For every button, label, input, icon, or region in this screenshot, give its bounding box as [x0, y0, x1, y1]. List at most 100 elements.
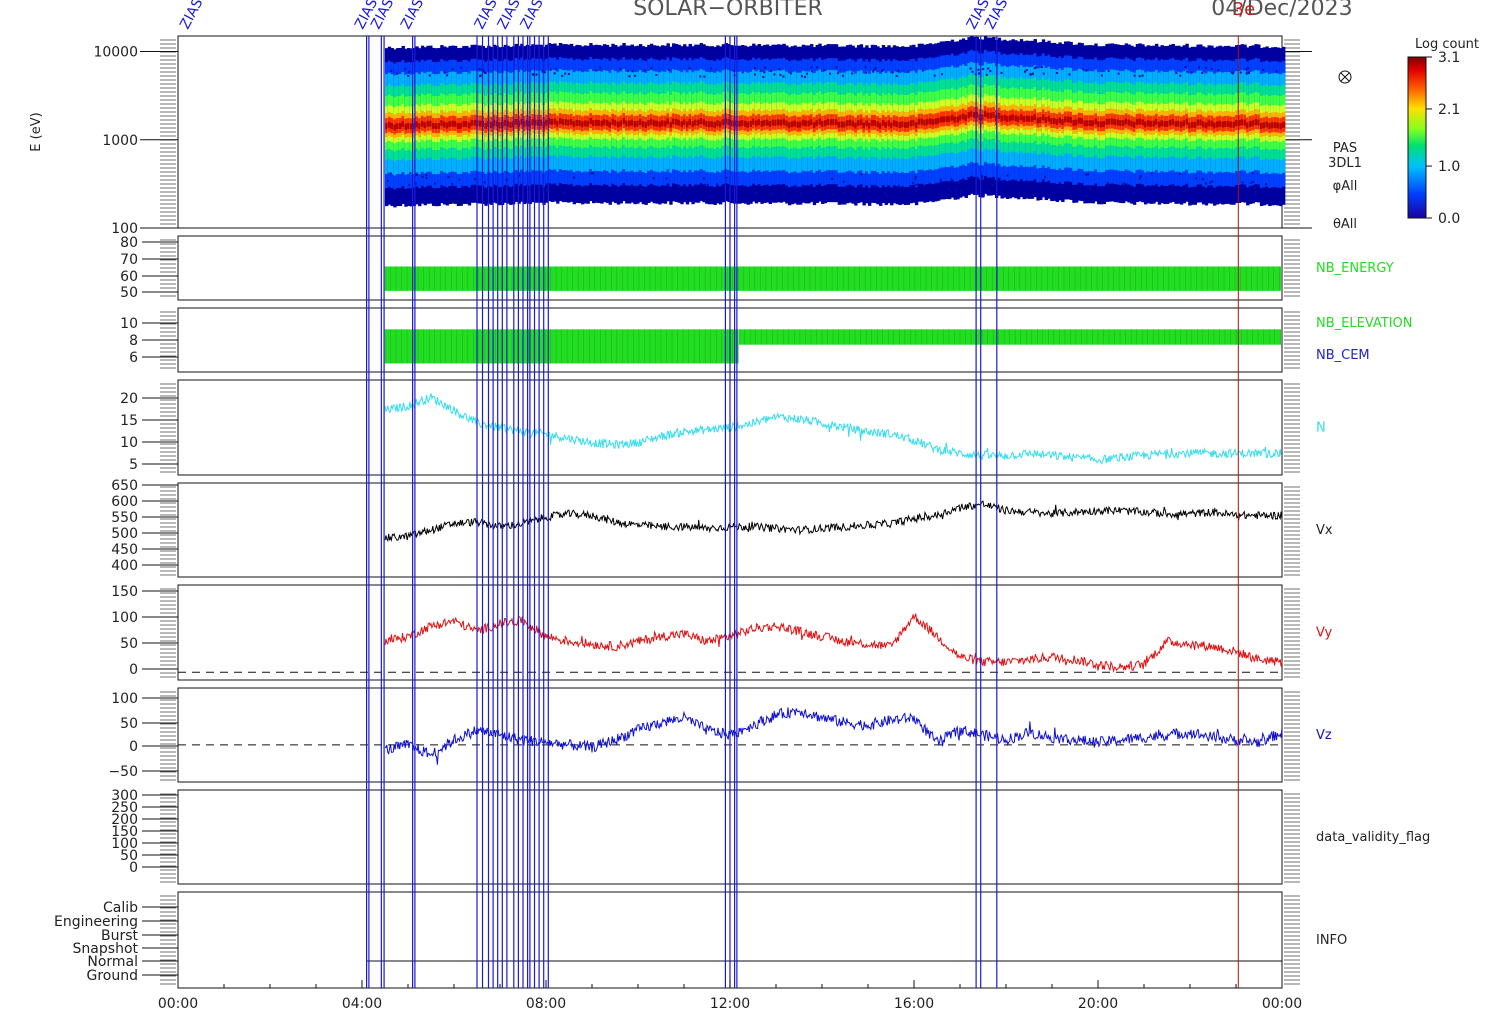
spectrogram-bin	[787, 122, 792, 129]
spectrogram-bin	[1006, 116, 1010, 123]
spectrogram-speckle	[1029, 73, 1032, 76]
spectrogram-bin	[1113, 119, 1117, 126]
spectrogram-bin	[1138, 118, 1142, 125]
spectrogram-speckle	[484, 71, 487, 74]
spectrogram-bin	[393, 124, 397, 131]
spectrogram-speckle	[1197, 66, 1200, 69]
spectrogram-bin	[785, 120, 789, 127]
spectrogram-speckle	[446, 74, 449, 77]
spectrogram-speckle	[754, 67, 757, 70]
colorbar-tick-label: 1.0	[1438, 159, 1460, 175]
spectrogram-speckle	[1085, 195, 1088, 198]
spectrogram-bin	[517, 120, 521, 127]
spectrogram-bin	[514, 118, 519, 125]
spectrogram-bin	[832, 119, 836, 126]
spectrogram-speckle	[446, 194, 449, 197]
spectrogram-speckle	[643, 69, 646, 72]
spectrogram-speckle	[635, 186, 638, 189]
spectrogram-bin	[1240, 119, 1244, 126]
spectrogram-bin	[625, 120, 629, 127]
spectrogram-bin	[845, 120, 850, 127]
spectrogram-bin	[663, 120, 668, 127]
spectrogram-speckle	[657, 190, 660, 193]
spectrogram-bin	[1127, 119, 1131, 126]
spectrogram-bin	[1017, 116, 1021, 123]
nb-elevation-band	[739, 329, 1281, 345]
spectrogram-bin	[752, 118, 756, 125]
spectrogram-bin	[561, 119, 565, 126]
spectrogram-speckle	[599, 66, 602, 69]
spectrogram-speckle	[553, 72, 556, 75]
spectrogram-speckle	[428, 74, 431, 77]
spectrogram-bin	[724, 117, 728, 124]
spectrogram-speckle	[865, 71, 868, 74]
spectrogram-bin	[431, 122, 436, 129]
spectrogram-speckle	[969, 67, 972, 70]
spectrogram-speckle	[626, 69, 629, 72]
y-tick-label: 6	[129, 350, 138, 366]
colorbar-title: Log count	[1415, 37, 1479, 52]
spectrogram-bin	[1144, 121, 1148, 128]
spectrogram-speckle	[755, 192, 758, 195]
spectrogram-bin	[843, 121, 847, 128]
spectrogram-speckle	[769, 193, 772, 196]
spectrogram-speckle	[881, 70, 884, 73]
spectrogram-bin	[683, 119, 687, 126]
spectrogram-bin	[1171, 118, 1175, 125]
spectrogram-speckle	[1068, 73, 1071, 76]
spectrogram-bin	[782, 118, 786, 125]
spectrogram-bin	[1072, 119, 1076, 126]
spectrogram-bin	[484, 122, 488, 129]
spectrogram-speckle	[1245, 68, 1248, 71]
spectrogram-bin	[749, 120, 753, 127]
spectrogram-bin	[774, 119, 778, 126]
y-tick-label: 100	[111, 836, 138, 852]
spectrogram-bin	[754, 120, 759, 127]
spectrogram-bin	[423, 122, 427, 129]
series-line-vx	[384, 500, 1283, 543]
spectrogram-speckle	[907, 70, 910, 73]
spectrogram-bin	[1196, 119, 1200, 126]
spectrogram-speckle	[438, 190, 441, 193]
spectrogram-bin	[757, 119, 761, 126]
spectrogram-bin	[1052, 117, 1057, 124]
spectrogram-bin	[1177, 120, 1181, 127]
spectrogram-speckle	[1183, 190, 1186, 193]
spectrogram-bin	[879, 122, 883, 129]
spectrogram-speckle	[971, 70, 974, 73]
spectrogram-bin	[539, 119, 543, 126]
spectrogram-bin	[622, 118, 626, 125]
spectrogram-bin	[771, 119, 775, 126]
y-tick-label: 80	[120, 235, 138, 251]
spectrogram-speckle	[873, 68, 876, 71]
spectrogram-speckle	[541, 70, 544, 73]
spectrogram-bin	[1201, 121, 1206, 128]
spectrogram-bin	[531, 119, 535, 126]
spectrogram-bin	[398, 122, 403, 129]
y-tick-label: 60	[120, 269, 138, 285]
spectrogram-bin	[746, 121, 750, 128]
spectrogram-bin	[1083, 120, 1087, 127]
spectrogram-speckle	[885, 195, 888, 198]
spectrogram-speckle	[1275, 70, 1278, 73]
y-tick-label: Calib	[103, 900, 138, 916]
spectrogram-bin	[1108, 118, 1112, 125]
spectrogram-bin	[953, 116, 957, 123]
spectrogram-speckle	[590, 172, 593, 175]
spectrogram-speckle	[595, 189, 598, 192]
spectrogram-speckle	[451, 68, 454, 71]
spectrogram-bin	[851, 120, 855, 127]
spectrogram-speckle	[884, 192, 887, 195]
right-label-info: INFO	[1316, 933, 1347, 948]
spectrogram-bin	[1254, 119, 1258, 126]
spectrogram-speckle	[936, 182, 939, 185]
spectrogram-speckle	[1205, 182, 1208, 185]
spectrogram-bin	[553, 118, 557, 125]
spectrogram-bin	[1246, 122, 1250, 129]
spectrogram-bin	[1237, 119, 1242, 126]
right-label-nb-energy: NB_ENERGY	[1316, 261, 1394, 276]
spectrogram-speckle	[1089, 185, 1092, 188]
spectrogram-speckle	[1055, 71, 1058, 74]
spectrogram-bin	[741, 120, 745, 127]
